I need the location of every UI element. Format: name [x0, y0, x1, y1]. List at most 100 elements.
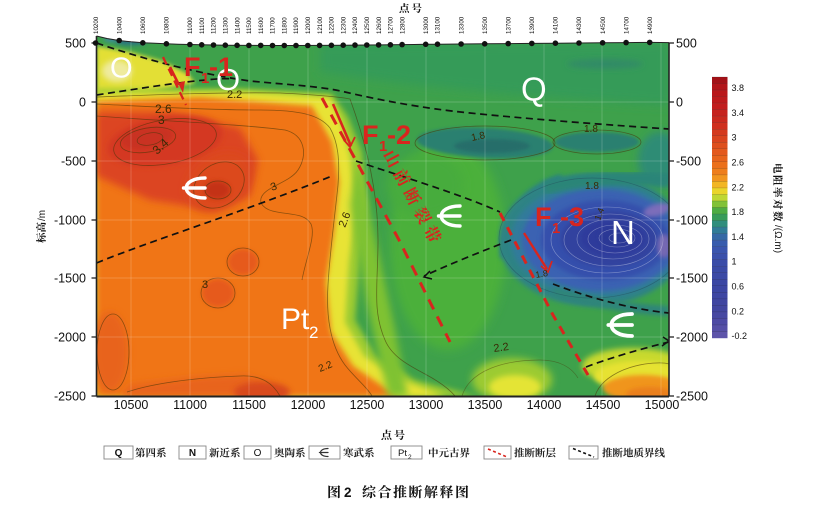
svg-text:13300: 13300: [458, 16, 465, 34]
svg-text:1.4: 1.4: [732, 232, 745, 242]
svg-text:12000: 12000: [291, 398, 326, 412]
svg-text:Pt: Pt: [398, 448, 407, 459]
svg-text:Pt: Pt: [281, 303, 310, 336]
svg-text:11700: 11700: [270, 17, 277, 34]
svg-text:10600: 10600: [140, 16, 147, 34]
svg-text:13500: 13500: [482, 16, 489, 34]
svg-text:10500: 10500: [114, 398, 149, 412]
svg-text:0.6: 0.6: [732, 282, 745, 292]
svg-text:14300: 14300: [576, 16, 583, 34]
svg-text:11000: 11000: [173, 398, 207, 412]
svg-text:0: 0: [79, 96, 86, 110]
svg-text:12500: 12500: [364, 16, 371, 34]
svg-text:1: 1: [552, 220, 560, 237]
svg-text:N: N: [189, 448, 196, 459]
svg-text:12800: 12800: [399, 16, 406, 34]
svg-text:1.8: 1.8: [470, 130, 486, 144]
svg-text:Q: Q: [521, 71, 547, 108]
svg-text:2: 2: [344, 485, 352, 500]
svg-text:-2: -2: [387, 120, 411, 150]
svg-text:F: F: [362, 120, 379, 150]
svg-text:1.4: 1.4: [592, 207, 606, 222]
svg-text:O: O: [216, 62, 240, 97]
svg-text:11300: 11300: [223, 17, 230, 34]
svg-text:14100: 14100: [553, 16, 560, 34]
svg-text:500: 500: [676, 37, 697, 51]
svg-text:14900: 14900: [647, 16, 654, 34]
svg-text:11900: 11900: [293, 17, 300, 34]
svg-text:10400: 10400: [116, 16, 123, 34]
svg-text:3.8: 3.8: [732, 83, 745, 93]
svg-text:3: 3: [269, 180, 279, 193]
svg-text:-2000: -2000: [54, 331, 86, 345]
svg-text:1.8: 1.8: [535, 268, 549, 280]
svg-text:11600: 11600: [258, 17, 265, 34]
svg-text:3: 3: [732, 133, 737, 143]
svg-text:-2000: -2000: [676, 331, 708, 345]
svg-text:11500: 11500: [246, 17, 253, 34]
svg-text:11500: 11500: [232, 398, 266, 412]
svg-text:15000: 15000: [645, 398, 680, 412]
svg-text:10800: 10800: [164, 16, 171, 34]
svg-text:2.6: 2.6: [732, 158, 745, 168]
svg-text:12000: 12000: [305, 16, 312, 34]
svg-text:-3: -3: [560, 202, 584, 232]
svg-text:11200: 11200: [211, 17, 218, 34]
svg-text:12600: 12600: [376, 16, 383, 34]
svg-text:0.2: 0.2: [732, 306, 745, 316]
svg-text:1: 1: [201, 70, 209, 87]
svg-text:1.8: 1.8: [584, 124, 598, 135]
svg-text:12400: 12400: [352, 16, 359, 34]
svg-text:2: 2: [309, 323, 318, 342]
svg-text:11800: 11800: [282, 17, 289, 34]
svg-text:O: O: [110, 53, 133, 85]
svg-text:14500: 14500: [586, 398, 621, 412]
svg-text:1: 1: [379, 138, 387, 155]
svg-text:13100: 13100: [435, 16, 442, 34]
svg-text:2: 2: [408, 454, 412, 461]
svg-text:14500: 14500: [600, 16, 607, 34]
svg-text:2.6: 2.6: [155, 102, 172, 116]
svg-text:F: F: [184, 52, 201, 82]
svg-text:Q: Q: [115, 448, 123, 459]
svg-text:12500: 12500: [350, 398, 385, 412]
svg-text:11400: 11400: [234, 17, 241, 34]
svg-text:O: O: [254, 448, 262, 459]
svg-text:3: 3: [158, 113, 165, 127]
svg-text:13900: 13900: [529, 16, 536, 34]
svg-text:-1: -1: [209, 52, 233, 82]
svg-text:14700: 14700: [623, 16, 630, 34]
svg-text:12100: 12100: [317, 16, 324, 34]
svg-text:-1500: -1500: [676, 272, 708, 286]
svg-text:-0.2: -0.2: [732, 331, 748, 341]
svg-text:-500: -500: [676, 155, 701, 169]
svg-text:-1000: -1000: [54, 214, 86, 228]
svg-text:3: 3: [202, 279, 208, 291]
svg-text:1.8: 1.8: [585, 181, 599, 192]
svg-text:F: F: [535, 202, 552, 232]
svg-text:-1000: -1000: [676, 214, 708, 228]
svg-text:1.8: 1.8: [732, 207, 745, 217]
svg-text:2.2: 2.2: [227, 89, 242, 101]
svg-text:1: 1: [732, 257, 737, 267]
svg-text:13500: 13500: [468, 398, 503, 412]
svg-text:2.2: 2.2: [732, 182, 745, 192]
svg-text:500: 500: [65, 37, 86, 51]
svg-text:13000: 13000: [409, 398, 444, 412]
svg-text:N: N: [611, 214, 635, 251]
svg-text:2.2: 2.2: [493, 341, 510, 355]
svg-text:12200: 12200: [329, 16, 336, 34]
svg-text:-500: -500: [61, 155, 86, 169]
svg-text:/m: /m: [37, 210, 48, 221]
svg-text:-2500: -2500: [54, 390, 86, 404]
svg-text:-1500: -1500: [54, 272, 86, 286]
svg-text:/(Ω.m): /(Ω.m): [772, 225, 783, 253]
svg-text:13700: 13700: [505, 16, 512, 34]
svg-text:-2500: -2500: [676, 390, 708, 404]
svg-text:2.6: 2.6: [337, 210, 354, 229]
svg-text:11000: 11000: [187, 17, 194, 34]
svg-text:11100: 11100: [199, 17, 206, 34]
svg-text:14000: 14000: [527, 398, 562, 412]
svg-text:3.4: 3.4: [732, 108, 745, 118]
svg-text:12700: 12700: [388, 16, 395, 34]
